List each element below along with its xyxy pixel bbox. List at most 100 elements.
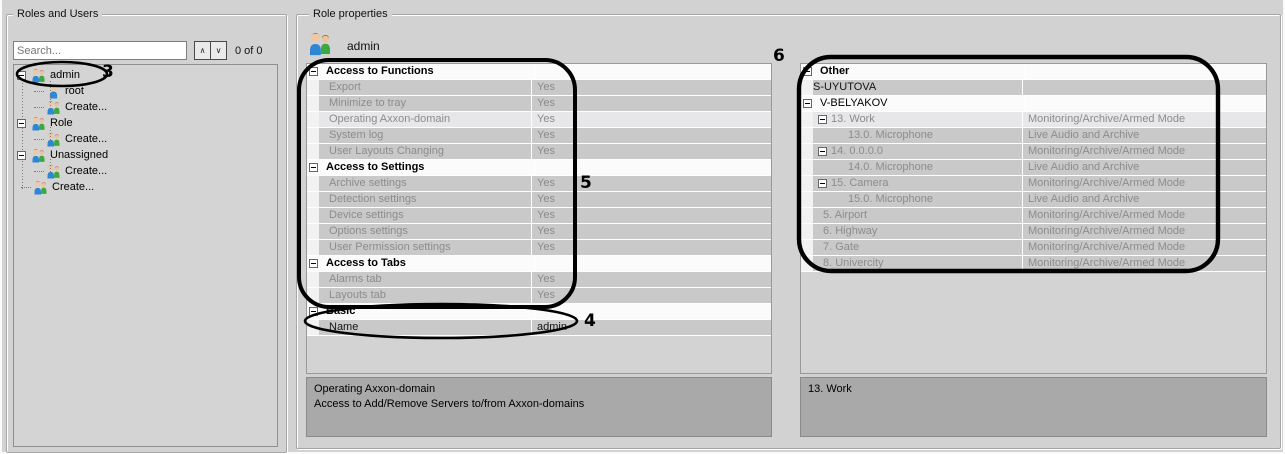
collapse-icon[interactable]: [17, 70, 26, 80]
tree-item-label: Create...: [52, 181, 95, 193]
property-value: Yes: [531, 272, 771, 287]
collapse-icon[interactable]: [309, 163, 318, 172]
tree-item-role[interactable]: Role: [14, 115, 277, 131]
property-row[interactable]: User Permission settings Yes: [307, 240, 771, 256]
role-icon: [30, 148, 47, 163]
search-prev-button[interactable]: ∧: [194, 41, 211, 60]
property-row[interactable]: System log Yes: [307, 128, 771, 144]
property-name-cell: V-BELYAKOV: [816, 96, 1025, 111]
property-name-cell: 14. 0.0.0.0: [813, 144, 1022, 159]
category-row[interactable]: Access to Tabs: [307, 256, 771, 272]
property-row[interactable]: Detection settings Yes: [307, 192, 771, 208]
category-row[interactable]: Basic: [307, 304, 771, 320]
property-row[interactable]: Options settings Yes: [307, 224, 771, 240]
property-row[interactable]: Minimize to tray Yes: [307, 96, 771, 112]
property-name-cell: 13.0. Microphone: [813, 128, 1022, 143]
devices-grid[interactable]: Other S-UYUTOVA V-BELYAKOV 13. Work Monitori…: [800, 63, 1267, 374]
devices-description: 13. Work: [800, 377, 1267, 437]
property-row[interactable]: 15. Camera Monitoring/Archive/Armed Mode: [801, 176, 1266, 192]
property-label: 5. Airport: [823, 209, 868, 221]
row-gutter: [801, 176, 813, 191]
property-row[interactable]: 13.0. Microphone Live Audio and Archive: [801, 128, 1266, 144]
property-row[interactable]: Name admin: [307, 320, 771, 336]
property-row[interactable]: Archive settings Yes: [307, 176, 771, 192]
collapse-icon[interactable]: [803, 67, 812, 76]
tree-item-root[interactable]: root: [14, 83, 277, 99]
property-row[interactable]: 5. Airport Monitoring/Archive/Armed Mode: [801, 208, 1266, 224]
category-row[interactable]: V-BELYAKOV: [801, 96, 1266, 112]
property-value: Monitoring/Archive/Armed Mode: [1022, 208, 1266, 223]
property-label: 13.0. Microphone: [848, 129, 933, 141]
property-name-cell: Options settings: [319, 224, 531, 239]
role-properties-title: Role properties: [309, 7, 392, 21]
row-gutter: [801, 96, 816, 111]
property-row[interactable]: Device settings Yes: [307, 208, 771, 224]
collapse-icon[interactable]: [17, 118, 26, 128]
search-input[interactable]: [13, 41, 187, 60]
property-value: [1025, 64, 1266, 79]
property-name-cell: 7. Gate: [813, 240, 1022, 255]
role-icon: [45, 164, 62, 179]
property-row[interactable]: Alarms tab Yes: [307, 272, 771, 288]
user-icon: [45, 84, 62, 99]
property-row[interactable]: 8. Univercity Monitoring/Archive/Armed Mo…: [801, 256, 1266, 272]
category-row[interactable]: Access to Settings: [307, 160, 771, 176]
collapse-icon[interactable]: [818, 147, 827, 156]
property-label: Name: [329, 321, 359, 333]
property-name-cell: Export: [319, 80, 531, 95]
row-gutter: [307, 256, 322, 271]
property-name-cell: 6. Highway: [813, 224, 1022, 239]
property-row[interactable]: Operating Axxon-domain Yes: [307, 112, 771, 128]
property-row[interactable]: User Layouts Changing Yes: [307, 144, 771, 160]
property-row[interactable]: 14.0. Microphone Live Audio and Archive: [801, 160, 1266, 176]
category-row[interactable]: Access to Functions: [307, 64, 771, 80]
property-label: Detection settings: [329, 193, 417, 205]
property-row[interactable]: 13. Work Monitoring/Archive/Armed Mode: [801, 112, 1266, 128]
search-next-button[interactable]: ∨: [210, 41, 227, 60]
property-row[interactable]: Export Yes: [307, 80, 771, 96]
tree-item-unassigned[interactable]: Unassigned: [14, 147, 277, 163]
property-label: Basic: [326, 305, 356, 317]
property-label: 14.0. Microphone: [848, 161, 933, 173]
property-value: [1022, 80, 1266, 95]
property-value: Monitoring/Archive/Armed Mode: [1022, 176, 1266, 191]
property-label: 8. Univercity: [823, 257, 884, 269]
tree-item-create[interactable]: Create...: [14, 99, 277, 115]
property-row[interactable]: 6. Highway Monitoring/Archive/Armed Mode: [801, 224, 1266, 240]
property-value: Monitoring/Archive/Armed Mode: [1022, 224, 1266, 239]
property-row[interactable]: 15.0. Microphone Live Audio and Archive: [801, 192, 1266, 208]
property-name-cell: 15. Camera: [813, 176, 1022, 191]
collapse-icon[interactable]: [309, 67, 318, 76]
tree-item-label: Create...: [65, 165, 108, 177]
property-row[interactable]: S-UYUTOVA: [801, 80, 1266, 96]
property-row[interactable]: 14. 0.0.0.0 Monitoring/Archive/Armed Mode: [801, 144, 1266, 160]
row-gutter: [801, 240, 813, 255]
collapse-icon[interactable]: [818, 115, 827, 124]
tree-item-create[interactable]: Create...: [14, 179, 277, 195]
selected-role-name: admin: [347, 39, 380, 53]
property-value: Yes: [531, 112, 771, 127]
property-value: [534, 160, 771, 175]
collapse-icon[interactable]: [803, 99, 812, 108]
property-value: Yes: [531, 80, 771, 95]
property-row[interactable]: Layouts tab Yes: [307, 288, 771, 304]
category-row[interactable]: Other: [801, 64, 1266, 80]
property-row[interactable]: 7. Gate Monitoring/Archive/Armed Mode: [801, 240, 1266, 256]
property-name-cell: Minimize to tray: [319, 96, 531, 111]
property-name-cell: 5. Airport: [813, 208, 1022, 223]
collapse-icon[interactable]: [309, 259, 318, 268]
tree-item-admin[interactable]: admin: [14, 67, 277, 83]
collapse-icon[interactable]: [17, 150, 26, 160]
tree-item-create[interactable]: Create...: [14, 131, 277, 147]
property-name-cell: 8. Univercity: [813, 256, 1022, 271]
property-name-cell: Layouts tab: [319, 288, 531, 303]
collapse-icon[interactable]: [309, 307, 318, 316]
role-icon: [45, 132, 62, 147]
roles-tree[interactable]: admin root Create... Role Create... Unassigne…: [13, 64, 278, 447]
tree-item-create[interactable]: Create...: [14, 163, 277, 179]
property-name-cell: System log: [319, 128, 531, 143]
property-label: 6. Highway: [823, 225, 878, 237]
permissions-grid[interactable]: Access to Functions Export Yes Minimize to …: [306, 63, 772, 374]
collapse-icon[interactable]: [818, 179, 827, 188]
property-value: Yes: [531, 128, 771, 143]
